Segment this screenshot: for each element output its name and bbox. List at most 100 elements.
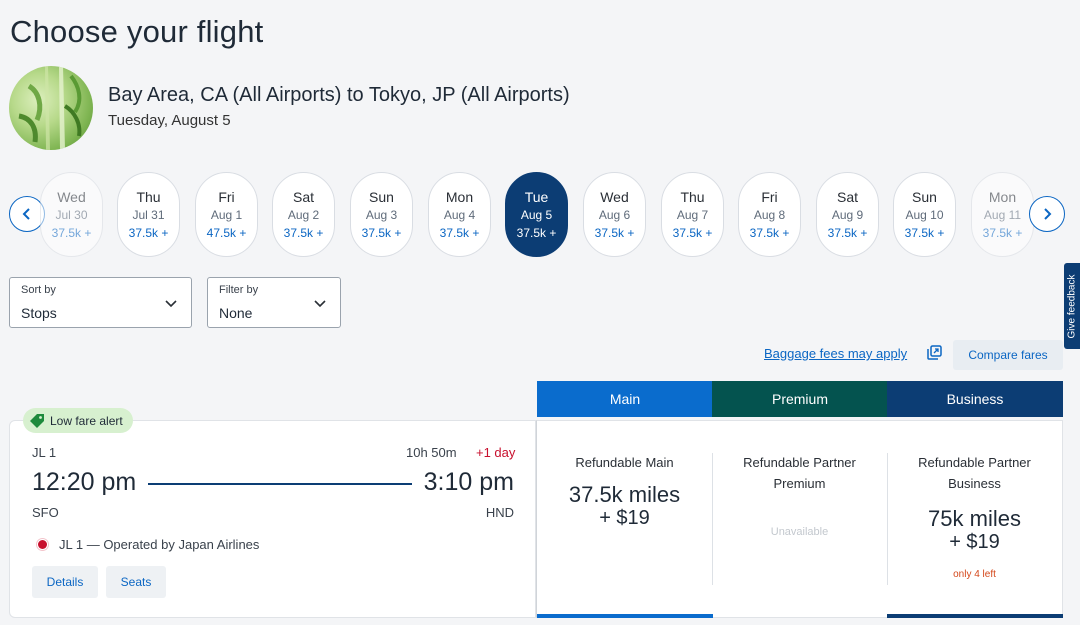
route-title: Bay Area, CA (All Airports) to Tokyo, JP…	[108, 84, 570, 106]
date-dow: Wed	[57, 189, 86, 205]
business-tab-underline	[887, 614, 1063, 618]
date-pill-jul-31[interactable]: Thu Jul 31 37.5k +	[117, 172, 180, 257]
flight-path-line	[148, 483, 412, 485]
date-pill-aug-11[interactable]: Mon Aug 11 37.5k +	[971, 172, 1034, 257]
date-pill-aug-7[interactable]: Thu Aug 7 37.5k +	[661, 172, 724, 257]
date-pill-aug-1[interactable]: Fri Aug 1 47.5k +	[195, 172, 258, 257]
origin-airport: SFO	[32, 505, 59, 520]
bamboo-image	[18, 66, 82, 150]
filter-select[interactable]: Filter by None	[207, 277, 341, 328]
date-dow: Mon	[988, 189, 1017, 205]
date-price: 37.5k +	[594, 226, 635, 240]
tab-main[interactable]: Main	[537, 381, 713, 417]
sort-value: Stops	[21, 305, 57, 321]
date-pill-aug-8[interactable]: Fri Aug 8 37.5k +	[738, 172, 801, 257]
operated-by: JL 1 — Operated by Japan Airlines	[38, 537, 259, 552]
date-pill-aug-2[interactable]: Sat Aug 2 37.5k +	[272, 172, 335, 257]
fare-fee: + $19	[949, 531, 1000, 553]
fare-name: Refundable Partner Premium	[743, 455, 856, 491]
date-md: Jul 31	[132, 208, 165, 222]
date-dow: Thu	[680, 189, 705, 205]
date-pill-aug-6[interactable]: Wed Aug 6 37.5k +	[583, 172, 646, 257]
chevron-left-icon	[22, 208, 30, 220]
date-dow: Sat	[836, 189, 858, 205]
date-md: Aug 4	[443, 208, 476, 222]
date-dow: Fri	[761, 189, 778, 205]
destination-image	[9, 66, 93, 150]
date-price: 37.5k +	[982, 226, 1023, 240]
low-fare-alert-text: Low fare alert	[50, 413, 123, 428]
chevron-down-icon	[165, 300, 177, 308]
sort-select[interactable]: Sort by Stops	[9, 277, 192, 328]
date-md: Aug 7	[676, 208, 709, 222]
date-price: 37.5k +	[516, 226, 557, 240]
date-pill-aug-4[interactable]: Mon Aug 4 37.5k +	[428, 172, 491, 257]
date-dow: Wed	[600, 189, 629, 205]
chevron-right-icon	[1044, 208, 1052, 220]
filter-value: None	[219, 305, 253, 321]
fare-name: Refundable Partner Business	[918, 455, 1031, 491]
details-button[interactable]: Details	[32, 566, 98, 598]
sort-label: Sort by	[21, 284, 56, 296]
date-md: Aug 11	[983, 208, 1022, 222]
date-md: Jul 30	[55, 208, 88, 222]
price-tag-icon	[30, 413, 44, 428]
date-price: 37.5k +	[439, 226, 480, 240]
date-md: Aug 2	[287, 208, 320, 222]
date-dow: Mon	[445, 189, 474, 205]
date-pill-aug-10[interactable]: Sun Aug 10 37.5k +	[893, 172, 956, 257]
main-tab-underline	[537, 614, 713, 618]
flight-duration: 10h 50m	[406, 445, 457, 460]
date-price: 47.5k +	[206, 226, 247, 240]
day-offset: +1 day	[476, 445, 516, 460]
seats-button[interactable]: Seats	[106, 566, 166, 598]
fare-option-business[interactable]: Refundable Partner Business 75k miles + …	[887, 421, 1062, 617]
date-pill-aug-3[interactable]: Sun Aug 3 37.5k +	[350, 172, 413, 257]
fare-fee: + $19	[599, 507, 650, 529]
date-dow: Sun	[912, 189, 937, 205]
date-dow: Sat	[292, 189, 314, 205]
date-price: 37.5k +	[672, 226, 713, 240]
carousel-next-button[interactable]	[1029, 196, 1065, 232]
flight-card[interactable]: JL 1 10h 50m +1 day 12:20 pm 3:10 pm SFO…	[9, 420, 536, 618]
fare-option-premium: Refundable Partner Premium Unavailable	[712, 421, 887, 617]
tab-business[interactable]: Business	[887, 381, 1063, 417]
date-pill-jul-30[interactable]: Wed Jul 30 37.5k +	[40, 172, 103, 257]
date-md: Aug 10	[905, 208, 944, 222]
date-pill-aug-5-selected[interactable]: Tue Aug 5 37.5k +	[505, 172, 568, 257]
carousel-prev-button[interactable]	[9, 196, 45, 232]
date-md: Aug 6	[598, 208, 631, 222]
date-dow: Fri	[218, 189, 235, 205]
fare-name: Refundable Main	[575, 455, 674, 470]
date-md: Aug 5	[520, 208, 553, 222]
external-link-icon[interactable]	[927, 345, 942, 360]
date-md: Aug 9	[831, 208, 864, 222]
date-md: Aug 3	[365, 208, 398, 222]
fare-miles: 75k miles	[928, 506, 1021, 531]
departure-time: 12:20 pm	[32, 468, 137, 496]
give-feedback-tab[interactable]: Give feedback	[1064, 263, 1080, 349]
baggage-fees-link[interactable]: Baggage fees may apply	[764, 346, 908, 361]
date-dow: Sun	[369, 189, 394, 205]
page-title: Choose your flight	[10, 14, 264, 49]
fare-panel: Refundable Main 37.5k miles + $19 Refund…	[536, 420, 1063, 618]
date-price: 37.5k +	[128, 226, 169, 240]
fare-divider	[712, 453, 713, 585]
operated-by-text: JL 1 — Operated by Japan Airlines	[59, 537, 260, 552]
date-pill-aug-9[interactable]: Sat Aug 9 37.5k +	[816, 172, 879, 257]
destination-airport: HND	[485, 505, 514, 520]
fare-miles: 37.5k miles	[568, 482, 681, 507]
low-fare-alert-badge: Low fare alert	[23, 408, 133, 433]
date-price: 37.5k +	[749, 226, 790, 240]
date-md: Aug 8	[753, 208, 786, 222]
date-price: 37.5k +	[904, 226, 945, 240]
fare-unavailable: Unavailable	[770, 526, 829, 538]
fare-option-main[interactable]: Refundable Main 37.5k miles + $19	[537, 421, 712, 617]
give-feedback-label: Give feedback	[1066, 274, 1078, 338]
japan-airlines-icon	[38, 540, 47, 549]
date-price: 37.5k +	[361, 226, 402, 240]
compare-fares-button[interactable]: Compare fares	[953, 340, 1063, 370]
date-dow: Tue	[524, 189, 549, 205]
filter-label: Filter by	[219, 284, 259, 296]
tab-premium[interactable]: Premium	[712, 381, 888, 417]
